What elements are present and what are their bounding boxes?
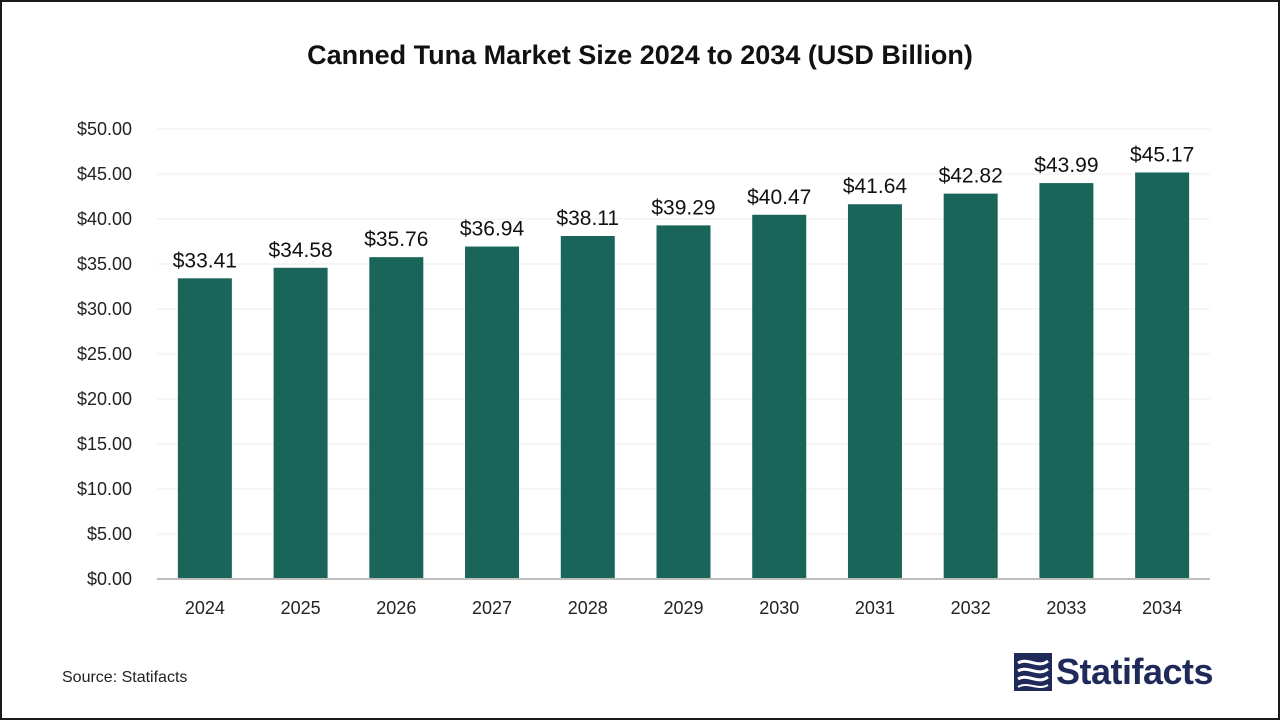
data-label: $34.58 [268,239,332,262]
bar [465,246,520,580]
x-tick-label: 2024 [185,598,225,618]
x-tick-label: 2025 [281,598,321,618]
y-tick-label: $20.00 [77,389,132,409]
data-label: $43.99 [1034,154,1098,177]
data-label: $45.17 [1130,143,1194,166]
bar [752,214,807,579]
y-tick-label: $35.00 [77,254,132,274]
y-tick-label: $0.00 [87,569,132,589]
bar [177,278,232,579]
x-tick-label: 2032 [951,598,991,618]
statifacts-logo-icon [1014,653,1052,691]
x-tick-label: 2027 [472,598,512,618]
bar [1039,183,1094,579]
y-tick-label: $10.00 [77,479,132,499]
y-tick-label: $45.00 [77,164,132,184]
bar [369,257,424,579]
x-tick-label: 2034 [1142,598,1182,618]
bar [273,267,328,579]
data-label: $38.11 [556,207,619,230]
bar [560,236,615,579]
y-tick-label: $40.00 [77,209,132,229]
x-tick-label: 2030 [759,598,799,618]
x-tick-label: 2029 [663,598,703,618]
data-label: $40.47 [747,186,811,209]
x-tick-label: 2031 [855,598,895,618]
data-label: $36.94 [460,218,525,241]
data-label: $35.76 [364,228,428,251]
data-label: $42.82 [939,165,1003,188]
data-label: $33.41 [173,249,237,272]
y-tick-label: $25.00 [77,344,132,364]
y-tick-label: $50.00 [77,119,132,139]
x-tick-label: 2033 [1046,598,1086,618]
y-tick-label: $30.00 [77,299,132,319]
source-note: Source: Statifacts [62,669,188,686]
x-tick-label: 2028 [568,598,608,618]
statifacts-logo-text: Statifacts [1056,651,1214,692]
bar [847,204,902,580]
data-label: $39.29 [651,196,715,219]
x-tick-label: 2026 [376,598,416,618]
chart-title: Canned Tuna Market Size 2024 to 2034 (US… [307,40,973,70]
bar [656,225,711,579]
bar [1135,172,1190,579]
y-tick-label: $15.00 [77,434,132,454]
data-label: $41.64 [843,175,908,198]
bar [943,193,998,579]
statifacts-logo: Statifacts [1014,651,1214,692]
y-tick-label: $5.00 [87,524,132,544]
